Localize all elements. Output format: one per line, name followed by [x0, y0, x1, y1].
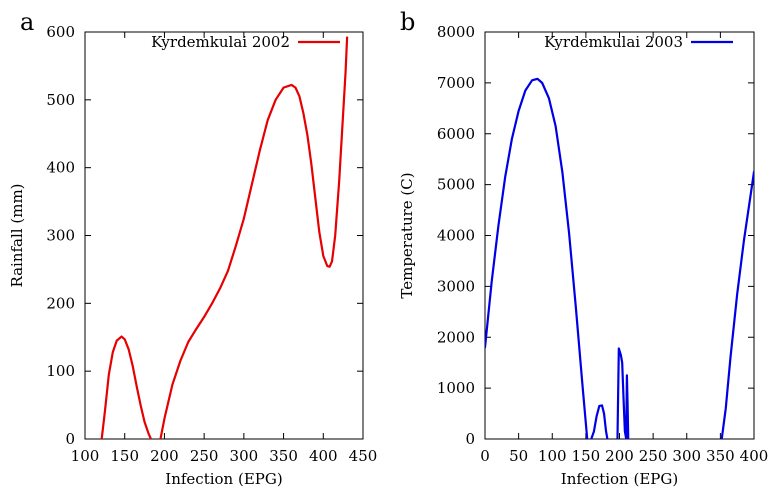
y-tick-label: 2000 [437, 328, 475, 346]
y-tick-label: 1000 [437, 379, 475, 397]
y-tick-label: 0 [65, 430, 75, 448]
y-tick-label: 3000 [437, 277, 475, 295]
x-tick-label: 0 [480, 447, 490, 465]
series-line [590, 404, 609, 439]
series-line [100, 335, 153, 439]
y-tick-label: 500 [46, 91, 75, 109]
x-tick-label: 300 [230, 447, 259, 465]
series-line [616, 347, 630, 439]
series-line [485, 77, 589, 439]
chart-panel-b: 0 50 100 150 200 250 300 350 4000100020003000400… [398, 8, 768, 488]
x-tick-label: 200 [605, 447, 634, 465]
x-tick-label: 400 [740, 447, 769, 465]
x-tick-label: 200 [150, 447, 179, 465]
series-line [720, 170, 754, 439]
y-tick-label: 6000 [437, 125, 475, 143]
x-tick-label: 350 [706, 447, 735, 465]
y-tick-label: 5000 [437, 176, 475, 194]
x-axis-label: Infection (EPG) [165, 470, 282, 488]
y-tick-label: 400 [46, 159, 75, 177]
x-tick-label: 250 [190, 447, 219, 465]
y-tick-label: 0 [465, 430, 475, 448]
x-tick-label: 50 [509, 447, 528, 465]
x-tick-label: 300 [672, 447, 701, 465]
legend-label: Kyrdemkulai 2002 [151, 33, 290, 51]
x-tick-label: 150 [110, 447, 139, 465]
plot-frame [84, 31, 364, 440]
panel-letter: a [20, 8, 34, 36]
x-axis-label: Infection (EPG) [561, 470, 678, 488]
y-tick-label: 300 [46, 227, 75, 245]
y-tick-label: 8000 [437, 23, 475, 41]
y-tick-label: 7000 [437, 74, 475, 92]
y-tick-label: 4000 [437, 227, 475, 245]
x-tick-label: 400 [309, 447, 338, 465]
panel-letter: b [400, 8, 415, 36]
series-line-group [100, 36, 349, 439]
series-line [159, 36, 349, 439]
x-tick-label: 100 [538, 447, 567, 465]
x-tick-label: 350 [269, 447, 298, 465]
x-tick-label: 250 [639, 447, 668, 465]
y-axis-label: Temperature (C) [398, 172, 416, 298]
x-tick-label: 150 [572, 447, 601, 465]
y-tick-label: 200 [46, 294, 75, 312]
x-tick-label: 450 [349, 447, 378, 465]
legend-label: Kyrdemkulai 2003 [544, 33, 683, 51]
y-axis-label: Rainfall (mm) [8, 183, 26, 287]
x-tick-label: 100 [71, 447, 100, 465]
y-tick-label: 100 [46, 362, 75, 380]
y-tick-label: 600 [46, 23, 75, 41]
chart-panel-a: 100 150 200 250 300 350 400 4500100200300400500… [8, 8, 377, 488]
series-line-group [485, 77, 754, 439]
